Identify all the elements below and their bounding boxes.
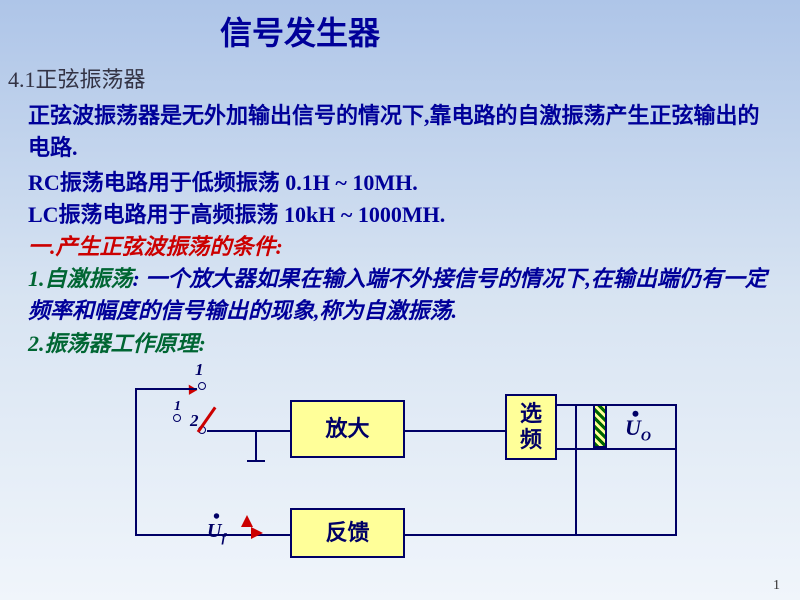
item-2-label: 2.振荡器工作原理: [28,328,780,360]
wire-out-drop-right [675,404,677,536]
label-uo-sub: O [641,429,651,444]
wire-load-bottom [600,448,677,450]
arrow-fb-right [251,527,263,539]
label-uf-main: U [207,520,221,542]
label-uo-main: U [625,415,641,440]
switch-label-left: 1 [174,399,181,415]
oscillator-block-diagram: 放大 选 频 反馈 1 1 2 Uf UO [95,360,715,580]
wire-fb-top-to-switch [135,388,197,390]
switch-node-left [173,414,181,422]
wire-amp-in-drop [255,430,257,460]
label-uf: Uf [207,520,226,546]
heading-conditions: 一.产生正弦波振荡的条件: [28,231,780,263]
page-title: 信号发生器 [220,8,380,54]
item-1-label: 1.自激振荡 [28,266,133,291]
wire-amp-in-short [247,460,265,462]
label-uo: UO [625,415,651,445]
box-feedback: 反馈 [290,508,405,558]
page-number: 1 [773,578,780,594]
switch-label-bottom: 2 [190,411,199,431]
paragraph-2: RC振荡电路用于低频振荡 0.1H ~ 10MH. [28,167,780,199]
label-uf-sub: f [221,530,225,545]
wire-switch-to-amp [207,430,290,432]
wire-load-top [600,404,602,406]
switch-arm [197,407,216,433]
box-select-frequency: 选 频 [505,394,557,460]
switch-node-top [198,382,206,390]
switch-label-top: 1 [195,360,204,380]
wire-amp-to-select [405,430,505,432]
wire-select-bottom [557,448,602,450]
item-1-text: : 一个放大器如果在输入端不外接信号的情况下,在输出端仍有一定频率和幅度的信号输… [28,266,767,323]
box-amplify: 放大 [290,400,405,458]
output-load-resistor [593,404,607,448]
paragraph-3: LC振荡电路用于高频振荡 10kH ~ 1000MH. [28,199,780,231]
arrow-fb-up [241,515,253,527]
item-1: 1.自激振荡: 一个放大器如果在输入端不外接信号的情况下,在输出端仍有一定频率和… [28,263,780,327]
paragraph-1: 正弦波振荡器是无外加输出信号的情况下,靠电路的自激振荡产生正弦输出的电路. [28,100,780,164]
section-subtitle: 4.1正弦振荡器 [8,62,146,94]
wire-fb-right-drop [575,404,577,536]
wire-fb-bottom-right [405,534,677,536]
wire-fb-left-up [135,388,137,536]
